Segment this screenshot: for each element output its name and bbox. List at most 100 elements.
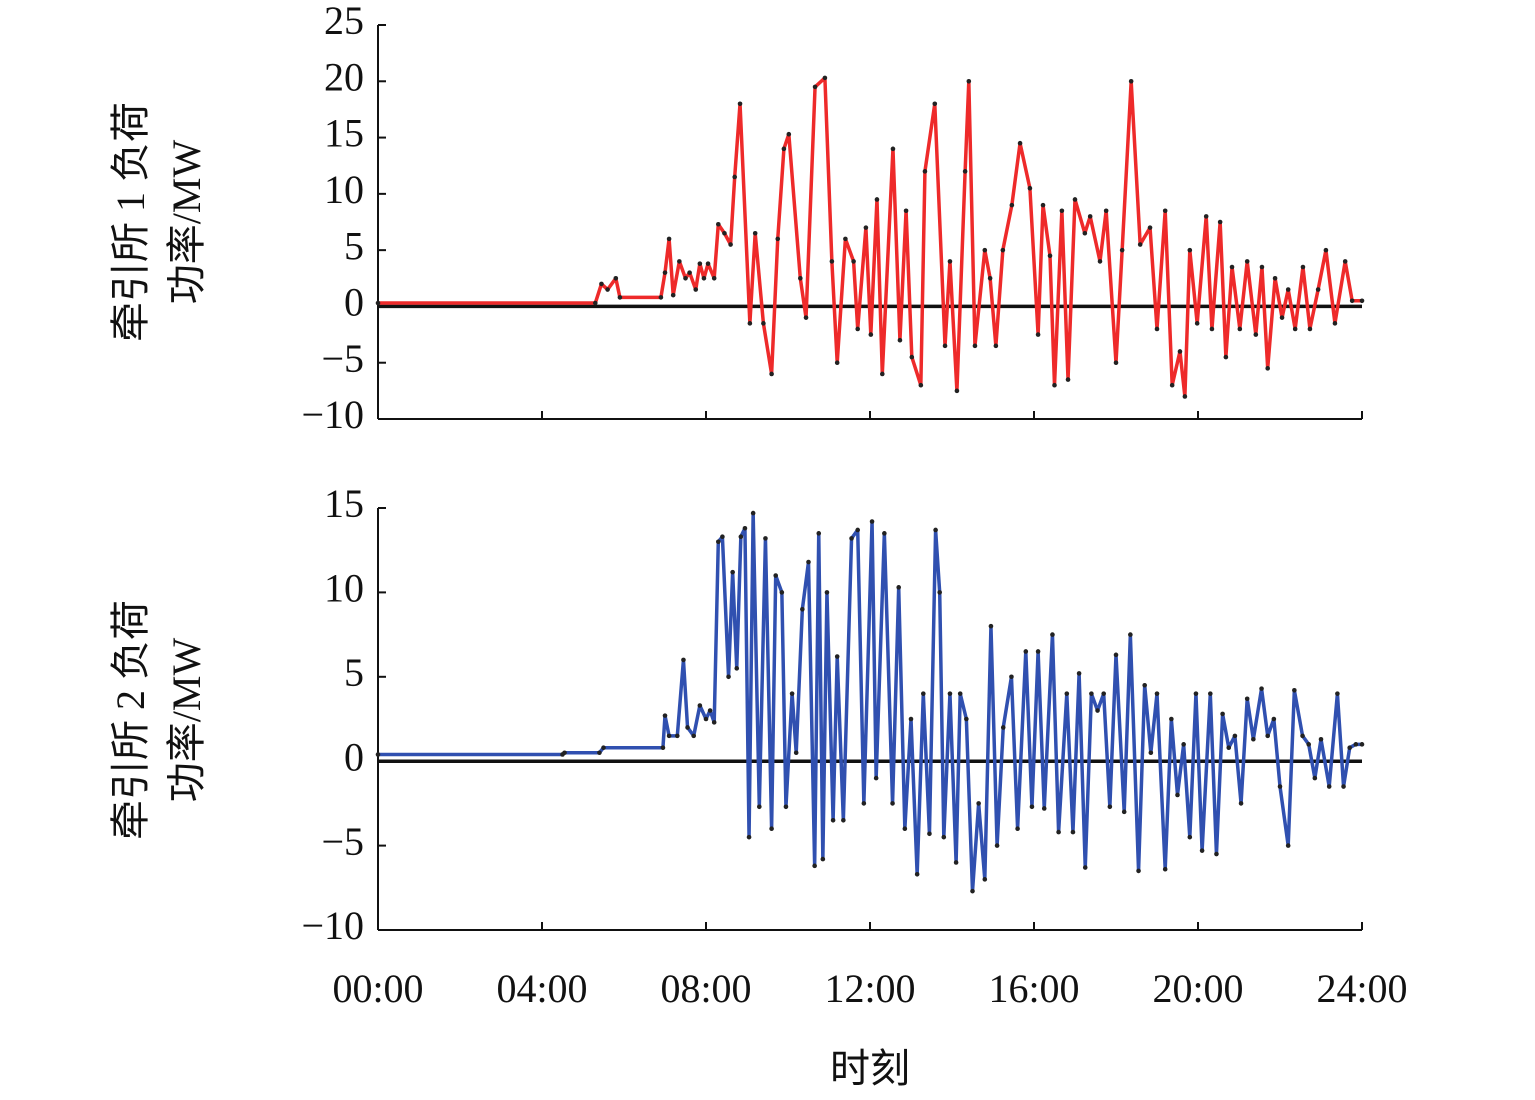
data-point bbox=[1175, 792, 1180, 798]
data-point bbox=[1162, 208, 1168, 214]
data-point bbox=[1000, 247, 1006, 253]
data-point bbox=[1312, 775, 1318, 781]
data-point bbox=[1199, 848, 1205, 853]
data-point bbox=[851, 259, 856, 264]
data-point bbox=[662, 270, 668, 275]
y-axis-label: 牵引所 2 负荷 bbox=[108, 600, 153, 840]
data-point bbox=[1162, 866, 1168, 872]
data-point bbox=[1353, 742, 1359, 747]
data-point bbox=[1182, 394, 1188, 399]
data-point bbox=[1279, 315, 1285, 320]
y-tick-label: 10 bbox=[324, 566, 364, 611]
data-point bbox=[972, 343, 978, 349]
data-point bbox=[982, 877, 988, 882]
data-point bbox=[601, 745, 606, 750]
data-point bbox=[1220, 711, 1225, 717]
data-point bbox=[738, 534, 744, 539]
data-point bbox=[757, 804, 762, 810]
data-point bbox=[921, 691, 926, 696]
data-point bbox=[703, 716, 709, 722]
data-point bbox=[1040, 202, 1046, 208]
data-point bbox=[1214, 851, 1219, 857]
data-point bbox=[711, 275, 717, 281]
data-point bbox=[1103, 208, 1109, 214]
data-point bbox=[937, 590, 942, 595]
data-point bbox=[1300, 733, 1305, 739]
data-point bbox=[617, 295, 623, 300]
data-point bbox=[752, 230, 758, 236]
data-point bbox=[742, 525, 748, 531]
data-point bbox=[783, 804, 789, 810]
data-point bbox=[947, 259, 953, 264]
data-point bbox=[786, 131, 792, 137]
data-point bbox=[1154, 326, 1160, 332]
data-point bbox=[701, 275, 707, 281]
y-tick-label: 0 bbox=[344, 734, 364, 779]
data-point bbox=[855, 527, 860, 533]
data-point bbox=[1244, 259, 1250, 264]
data-point bbox=[1285, 287, 1291, 292]
data-point bbox=[1277, 784, 1283, 789]
data-point bbox=[1047, 253, 1053, 259]
data-point bbox=[1318, 736, 1324, 742]
data-point bbox=[683, 275, 688, 281]
data-point bbox=[982, 247, 988, 253]
data-point bbox=[562, 750, 567, 756]
data-point bbox=[1148, 750, 1154, 756]
data-point bbox=[747, 321, 753, 326]
data-point bbox=[1082, 230, 1088, 236]
data-point bbox=[868, 332, 874, 337]
data-point bbox=[1307, 326, 1313, 332]
data-point bbox=[988, 623, 994, 629]
y-tick-label: −5 bbox=[321, 336, 364, 381]
data-point bbox=[1229, 264, 1235, 270]
data-point bbox=[942, 343, 948, 349]
y-tick-label: 5 bbox=[344, 650, 364, 695]
data-point bbox=[1253, 332, 1259, 337]
data-point bbox=[957, 691, 963, 696]
data-point bbox=[941, 834, 947, 840]
data-point bbox=[1194, 321, 1200, 326]
y-axis-label: 功率/MW bbox=[164, 140, 209, 305]
y-tick-label: 10 bbox=[324, 167, 364, 212]
data-point bbox=[1177, 349, 1183, 354]
data-point bbox=[375, 300, 381, 306]
data-point bbox=[962, 169, 968, 174]
data-point bbox=[869, 519, 875, 524]
data-point bbox=[697, 703, 703, 708]
data-point bbox=[789, 691, 795, 696]
data-point bbox=[927, 831, 932, 837]
y-tick-label: −5 bbox=[321, 819, 364, 864]
x-axis-label: 时刻 bbox=[830, 1046, 910, 1091]
data-point bbox=[1272, 275, 1278, 281]
data-point bbox=[1059, 208, 1065, 214]
data-point bbox=[1208, 691, 1213, 696]
data-point bbox=[1259, 264, 1265, 270]
data-point bbox=[707, 708, 713, 713]
data-point bbox=[1050, 632, 1055, 637]
data-point bbox=[697, 261, 703, 266]
data-point bbox=[1187, 834, 1193, 840]
data-point bbox=[675, 733, 680, 739]
data-point bbox=[1101, 691, 1106, 696]
data-point bbox=[705, 261, 711, 266]
data-point bbox=[793, 750, 799, 756]
data-point bbox=[685, 725, 690, 730]
data-point bbox=[993, 343, 999, 349]
data-point bbox=[1292, 326, 1298, 332]
data-point bbox=[773, 573, 778, 578]
data-point bbox=[687, 270, 692, 275]
data-point bbox=[1169, 382, 1175, 388]
data-point bbox=[896, 585, 901, 590]
data-point bbox=[1359, 742, 1365, 747]
data-point bbox=[779, 590, 785, 595]
data-point bbox=[816, 531, 822, 536]
y-tick-label: 0 bbox=[344, 280, 364, 325]
data-point bbox=[829, 259, 835, 264]
data-point bbox=[841, 817, 846, 823]
data-point bbox=[1009, 202, 1015, 208]
data-point bbox=[914, 871, 920, 877]
data-point bbox=[976, 801, 981, 806]
data-point bbox=[966, 78, 972, 84]
y-axis-label: 功率/MW bbox=[164, 638, 209, 803]
